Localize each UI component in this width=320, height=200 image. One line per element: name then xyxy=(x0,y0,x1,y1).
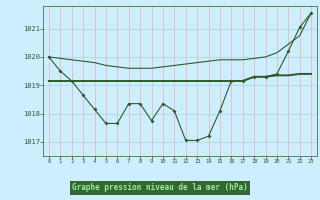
Text: Graphe pression niveau de la mer (hPa): Graphe pression niveau de la mer (hPa) xyxy=(72,184,248,192)
